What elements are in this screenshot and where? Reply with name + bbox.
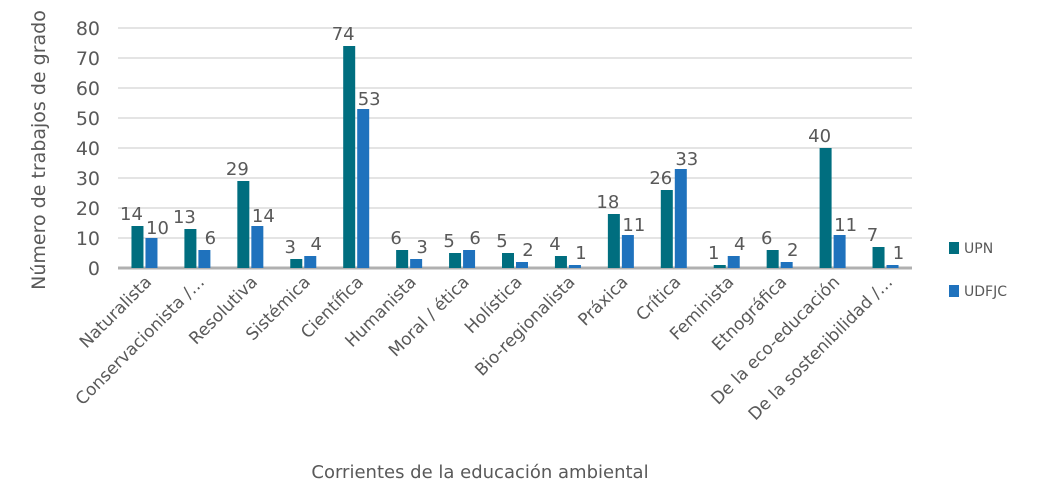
bar-upn [872,247,885,268]
bar-udfjc [621,235,634,268]
data-label: 11 [622,215,645,236]
bar-udfjc [463,250,476,268]
data-label: 6 [469,228,480,249]
x-axis-title: Corrientes de la educación ambiental [311,462,648,483]
x-tick-label: Bio-regionalista [471,272,579,380]
data-label: 11 [834,215,857,236]
data-label: 6 [761,228,772,249]
data-label: 14 [120,204,143,225]
bar-upn [449,253,462,268]
bar-udfjc [251,226,264,268]
bar-upn [819,148,832,268]
bar-upn [396,250,409,268]
data-label: 13 [173,207,196,228]
bar-udfjc [674,169,687,268]
y-tick-label: 30 [76,168,100,190]
data-label: 4 [311,234,322,255]
bar-udfjc [410,259,423,268]
data-label: 5 [443,231,454,252]
data-label: 4 [734,234,745,255]
data-label: 2 [522,240,533,261]
bar-upn [131,226,144,268]
bar-upn [766,250,779,268]
data-label: 53 [358,89,381,110]
legend-swatch-udfjc [949,285,959,297]
data-label: 5 [496,231,507,252]
data-label: 2 [787,240,798,261]
data-label: 33 [675,149,698,170]
legend-swatch-upn [949,242,959,254]
bar-udfjc [833,235,846,268]
x-tick-label: Crítica [632,272,685,325]
bar-upn [184,229,197,268]
bar-udfjc [198,250,211,268]
bar-upn [290,259,303,268]
bar-upn [660,190,673,268]
data-label: 74 [332,24,355,45]
y-tick-label: 40 [76,138,100,160]
data-label: 1 [893,243,904,264]
legend-label: UPN [964,241,993,257]
data-label: 6 [205,228,216,249]
bar-upn [502,253,514,268]
bar-udfjc [357,109,370,268]
y-tick-label: 60 [76,78,100,100]
bar-upn [237,181,250,268]
data-label: 7 [867,225,878,246]
data-label: 29 [226,159,249,180]
bar-udfjc [568,265,581,268]
legend-label: UDFJC [964,284,1007,300]
bar-udfjc [145,238,158,268]
bar-upn [343,46,356,268]
y-tick-label: 50 [76,108,100,130]
y-tick-label: 20 [76,198,100,220]
data-label: 4 [549,234,560,255]
y-tick-label: 80 [76,18,100,40]
data-label: 3 [416,237,427,258]
y-tick-label: 70 [76,48,100,70]
data-label: 6 [390,228,401,249]
bar-upn [713,265,726,268]
data-label: 10 [146,218,169,239]
data-label: 1 [575,243,586,264]
y-axis-title: Número de trabajos de grado [28,10,50,290]
y-tick-label: 0 [88,258,100,280]
bar-upn [607,214,620,268]
data-label: 26 [649,168,672,189]
data-label: 18 [596,192,619,213]
bar-upn [554,256,567,268]
bar-udfjc [304,256,317,268]
bar-udfjc [780,262,793,268]
x-tick-label: Práxica [574,272,632,330]
bar-udfjc [886,265,899,268]
data-label: 14 [252,206,275,227]
bar-udfjc [727,256,740,268]
bar-udfjc [516,262,528,268]
data-label: 3 [285,237,296,258]
data-label: 1 [708,243,719,264]
data-label: 40 [808,126,831,147]
y-tick-label: 10 [76,228,100,250]
